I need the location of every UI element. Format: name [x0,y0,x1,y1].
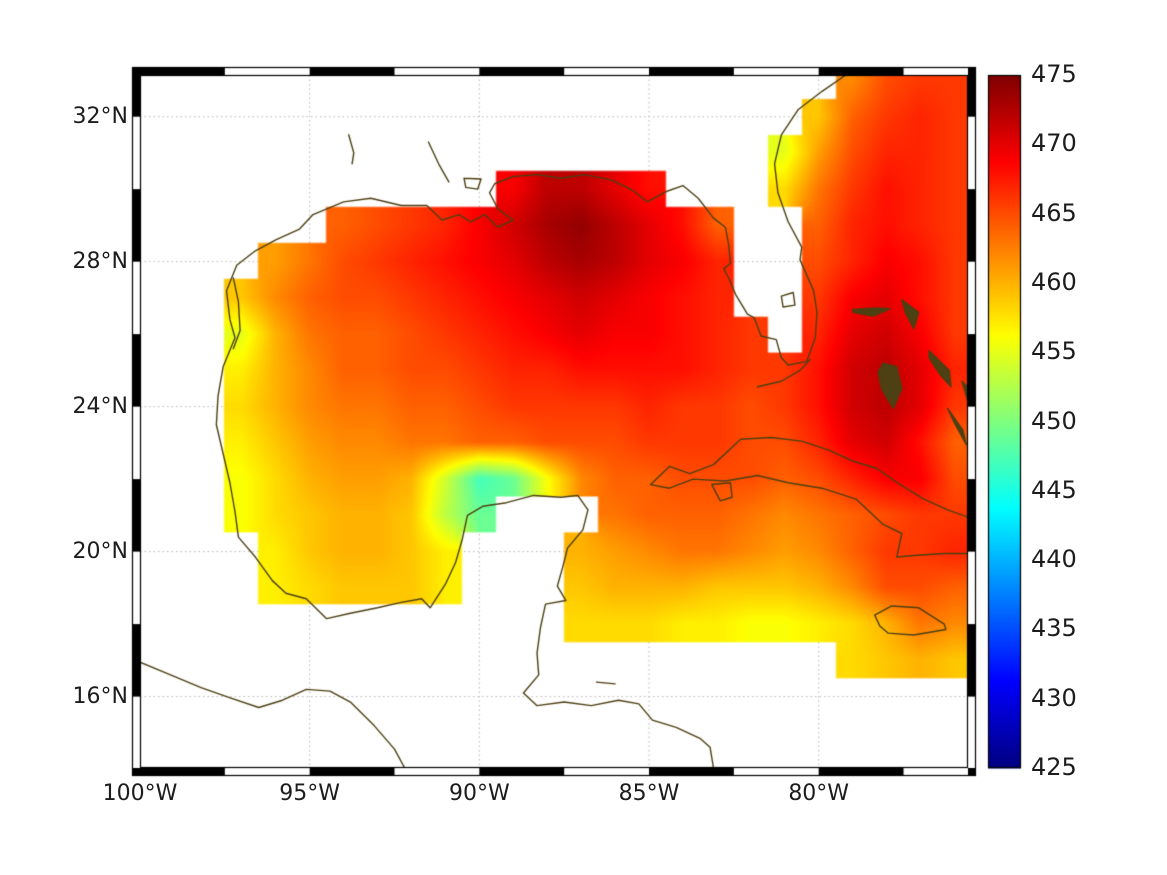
map-canvas [0,0,1167,875]
figure: 32°N 28°N 24°N 20°N 16°N 100°W 95°W 90°W 85°W 80… [0,0,1167,875]
